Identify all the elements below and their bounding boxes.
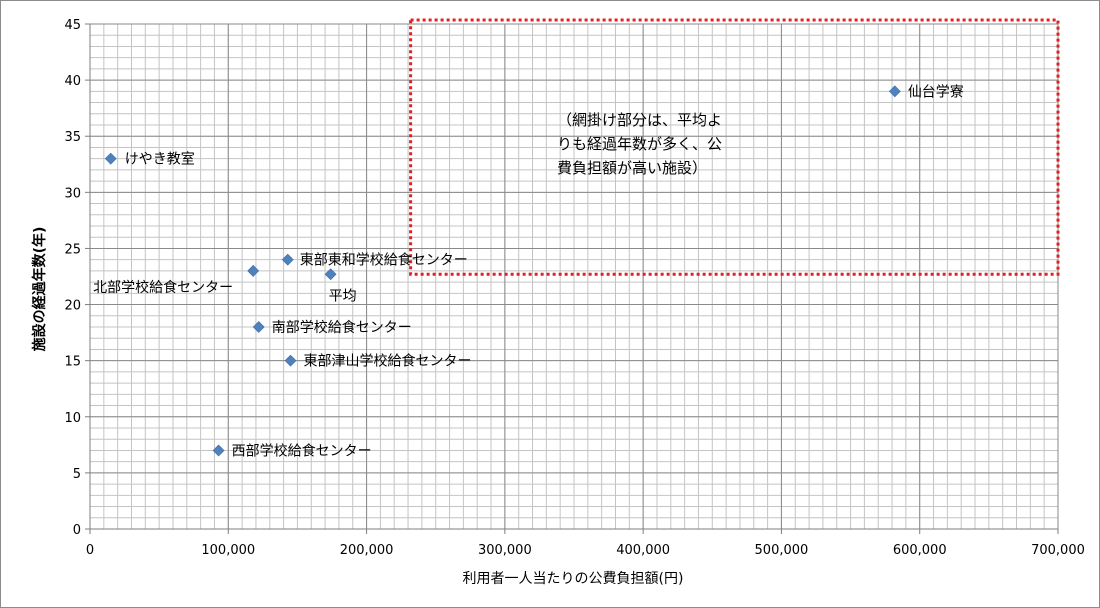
annotation-line: りも経過年数が多く、公 [557,135,722,153]
data-point-marker [247,264,260,277]
y-axis-title: 施設の経過年数(年) [31,227,48,352]
data-point-label: 南部学校給食センター [272,319,412,336]
y-tick-label: 20 [64,299,81,314]
x-tick-label: 500,000 [755,543,809,558]
highlight-region-layer [409,18,1060,276]
data-point-label: けやき教室 [125,151,195,168]
x-tick-label: 0 [86,543,94,558]
data-point-marker [252,321,265,333]
data-point-label: 東部津山学校給食センター [304,353,472,370]
y-tick-label: 30 [64,186,81,201]
data-points [104,85,901,457]
annotation-line: 費負担額が高い施設） [557,159,707,177]
data-point-label: 仙台学寮 [908,83,964,100]
y-tick-label: 5 [73,467,81,482]
y-tick-label: 15 [64,355,81,370]
data-point-marker [324,268,337,281]
data-point-marker [281,253,294,266]
data-point-label: 西部学校給食センター [232,442,372,459]
data-point-marker [284,354,297,367]
x-tick-label: 300,000 [478,543,532,558]
x-tick-label: 700,000 [1031,543,1085,558]
annotation-line: （網掛け部分は、平均よ [557,111,722,129]
data-point-label: 北部学校給食センター [93,279,233,296]
y-tick-label: 25 [64,242,81,257]
axes [89,24,1058,530]
x-tick-label: 400,000 [616,543,670,558]
major-grid [89,23,1059,530]
y-tick-label: 0 [73,523,81,538]
x-tick-labels: 0 100,000 200,000 300,000 400,000 500,000 600,… [86,529,1085,558]
y-tick-label: 45 [64,18,81,33]
y-tick-label: 40 [64,74,81,89]
data-point-marker [888,85,901,98]
x-tick-label: 600,000 [893,543,947,558]
x-tick-label: 100,000 [201,543,255,558]
data-point-marker [212,444,225,457]
y-tick-label: 35 [64,130,81,145]
highlight-annotation: （網掛け部分は、平均よりも経過年数が多く、公費負担額が高い施設） [557,111,722,177]
x-axis-title: 利用者一人当たりの公費負担額(円) [463,571,684,587]
data-point-label: 平均 [329,288,357,304]
data-point-label: 東部東和学校給食センター [300,252,468,269]
data-point-marker [104,152,117,165]
y-tick-labels: 0 5 10 15 20 25 30 35 40 45 [64,18,90,538]
x-tick-label: 200,000 [340,543,394,558]
y-tick-label: 10 [64,411,81,426]
highlight-region [409,18,1060,276]
